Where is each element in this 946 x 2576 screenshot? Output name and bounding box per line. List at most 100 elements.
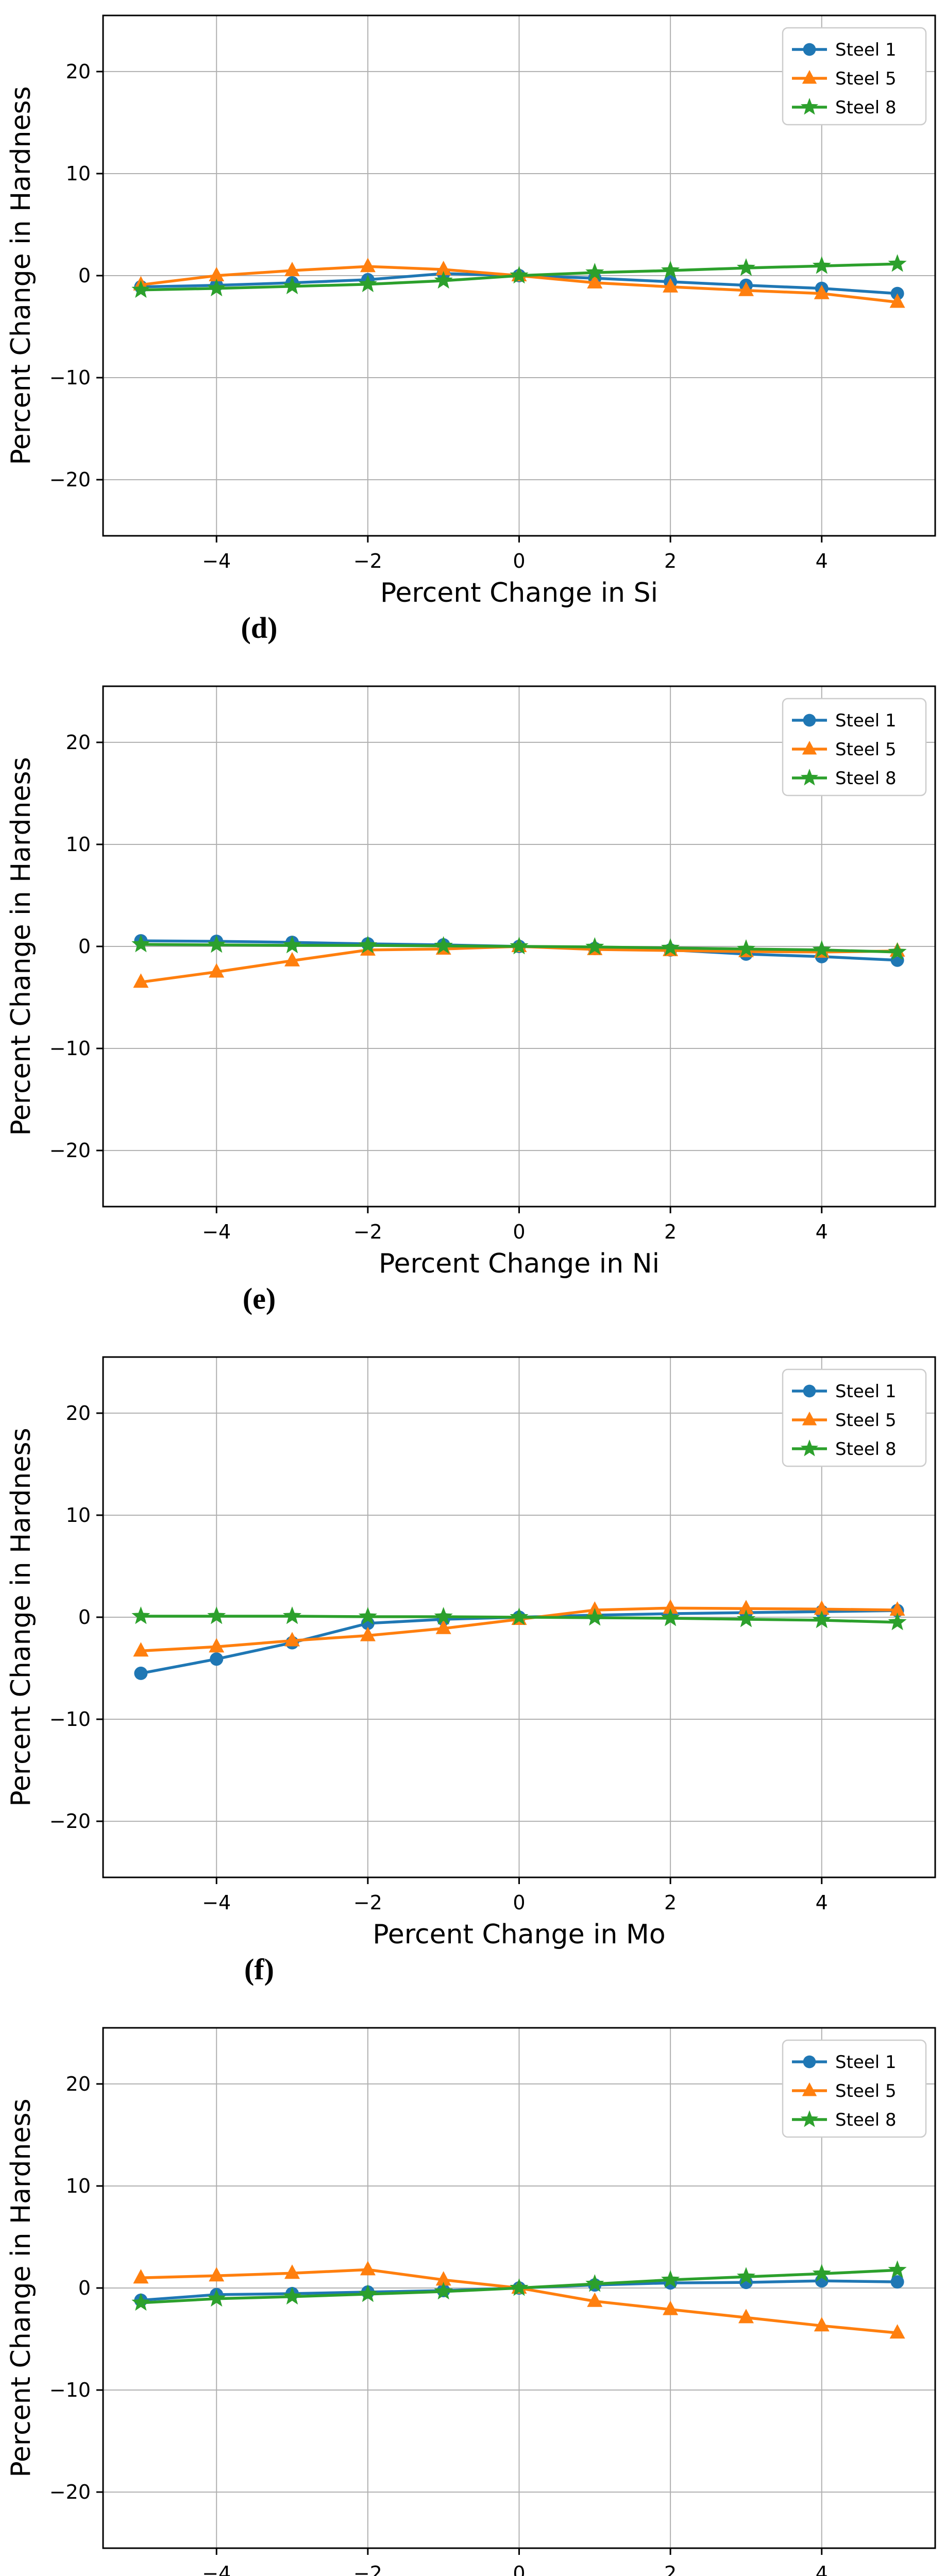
legend-label: Steel 1 xyxy=(835,40,897,60)
marker-steel-8 xyxy=(812,2264,831,2282)
x-tick-label: 2 xyxy=(664,2562,677,2576)
marker-steel-5 xyxy=(209,1638,225,1653)
y-tick-label: 20 xyxy=(66,1402,91,1425)
marker-steel-8 xyxy=(661,938,680,956)
legend: Steel 1 Steel 5 Steel 8 xyxy=(782,1368,927,1467)
marker-steel-8 xyxy=(282,1606,302,1624)
legend-box xyxy=(782,27,927,126)
marker-steel-8 xyxy=(888,1612,907,1631)
marker-steel-5 xyxy=(284,952,300,967)
y-tick-label: 0 xyxy=(78,935,91,958)
marker-steel-8 xyxy=(434,1607,453,1625)
legend-label: Steel 1 xyxy=(835,2052,897,2073)
y-tick-label: 20 xyxy=(66,731,91,754)
y-tick-label: 10 xyxy=(66,1504,91,1527)
legend-entry: Steel 1 xyxy=(792,40,897,60)
marker-steel-8 xyxy=(736,939,756,957)
panel-f: −4 −2 0 2 4 −20 −10 0 10 20 Percent Change in Mo Pe… xyxy=(0,1342,946,2012)
x-tick-label: −4 xyxy=(202,1891,231,1914)
marker-steel-8 xyxy=(434,2281,453,2300)
legend: Steel 1 Steel 5 Steel 8 xyxy=(782,698,927,796)
legend: Steel 1 Steel 5 Steel 8 xyxy=(782,27,927,126)
x-tick-label: −2 xyxy=(353,1221,382,1243)
legend-label: Steel 1 xyxy=(835,710,897,731)
marker-steel-5 xyxy=(814,284,830,299)
y-tick-label: 10 xyxy=(66,162,91,185)
legend-marker-star xyxy=(800,97,819,115)
legend-entry: Steel 1 xyxy=(792,710,897,731)
marker-steel-5 xyxy=(360,258,376,273)
marker-steel-5 xyxy=(663,1599,679,1614)
marker-steel-5 xyxy=(663,278,679,293)
marker-steel-8 xyxy=(131,2293,150,2311)
x-tick-label: 4 xyxy=(816,1221,828,1243)
x-axis-label: Percent Change in Si xyxy=(380,578,658,608)
legend-marker-circle xyxy=(803,714,816,727)
marker-steel-5 xyxy=(284,1632,300,1647)
marker-steel-8 xyxy=(131,280,150,298)
legend-label: Steel 8 xyxy=(835,768,897,789)
marker-steel-8 xyxy=(510,937,529,955)
y-tick-label: 0 xyxy=(78,1606,91,1629)
marker-steel-8 xyxy=(585,2274,604,2292)
marker-steel-8 xyxy=(661,1608,680,1626)
y-tick-label: −10 xyxy=(49,1037,91,1060)
legend-entry: Steel 5 xyxy=(792,69,897,89)
marker-steel-5 xyxy=(738,1600,754,1615)
marker-steel-8 xyxy=(510,266,529,284)
marker-steel-5 xyxy=(738,281,754,296)
marker-steel-8 xyxy=(510,2278,529,2296)
legend-entry: Steel 5 xyxy=(792,2081,897,2102)
marker-steel-5 xyxy=(435,1619,451,1634)
x-tick-label: −2 xyxy=(353,1891,382,1914)
legend-entry: Steel 1 xyxy=(792,1381,897,1402)
y-tick-label: 0 xyxy=(78,2277,91,2299)
marker-steel-5 xyxy=(663,2300,679,2315)
y-tick-label: −20 xyxy=(49,468,91,491)
marker-steel-8 xyxy=(131,1606,150,1624)
legend-box xyxy=(782,2039,927,2138)
legend-entry: Steel 8 xyxy=(792,768,897,789)
marker-steel-8 xyxy=(888,2260,907,2278)
marker-steel-8 xyxy=(585,263,604,281)
y-tick-label: 20 xyxy=(66,2073,91,2095)
marker-steel-8 xyxy=(358,1607,377,1625)
legend-marker-star xyxy=(800,768,819,786)
marker-steel-5 xyxy=(360,2261,376,2276)
x-tick-label: −4 xyxy=(202,2562,231,2576)
marker-steel-8 xyxy=(358,936,377,954)
marker-steel-5 xyxy=(360,1626,376,1641)
y-tick-label: −10 xyxy=(49,2379,91,2401)
marker-steel-8 xyxy=(282,2286,302,2305)
marker-steel-5 xyxy=(435,2271,451,2286)
marker-steel-5 xyxy=(133,2269,149,2284)
marker-steel-8 xyxy=(661,2270,680,2288)
panel-e: −4 −2 0 2 4 −20 −10 0 10 20 Percent Change in Ni Pe… xyxy=(0,671,946,1342)
marker-steel-5 xyxy=(738,2309,754,2324)
x-tick-label: 0 xyxy=(513,550,525,572)
legend: Steel 1 Steel 5 Steel 8 xyxy=(782,2039,927,2138)
y-tick-label: 10 xyxy=(66,2175,91,2197)
x-axis-label: Percent Change in Ni xyxy=(379,1248,660,1279)
y-axis-label: Percent Change in Hardness xyxy=(6,1428,37,1806)
legend-box xyxy=(782,1368,927,1467)
y-tick-label: −10 xyxy=(49,366,91,389)
marker-steel-8 xyxy=(358,2284,377,2302)
marker-steel-8 xyxy=(812,1610,831,1629)
y-tick-label: −10 xyxy=(49,1708,91,1731)
legend-label: Steel 5 xyxy=(835,69,897,89)
x-tick-label: 4 xyxy=(816,1891,828,1914)
marker-steel-8 xyxy=(888,254,907,272)
x-axis-label: Percent Change in Mo xyxy=(373,1919,665,1950)
x-tick-label: 2 xyxy=(664,1891,677,1914)
marker-steel-8 xyxy=(812,940,831,958)
marker-steel-5 xyxy=(284,262,300,277)
x-tick-label: 2 xyxy=(664,1221,677,1243)
legend-label: Steel 8 xyxy=(835,2110,897,2130)
marker-steel-8 xyxy=(207,278,226,297)
